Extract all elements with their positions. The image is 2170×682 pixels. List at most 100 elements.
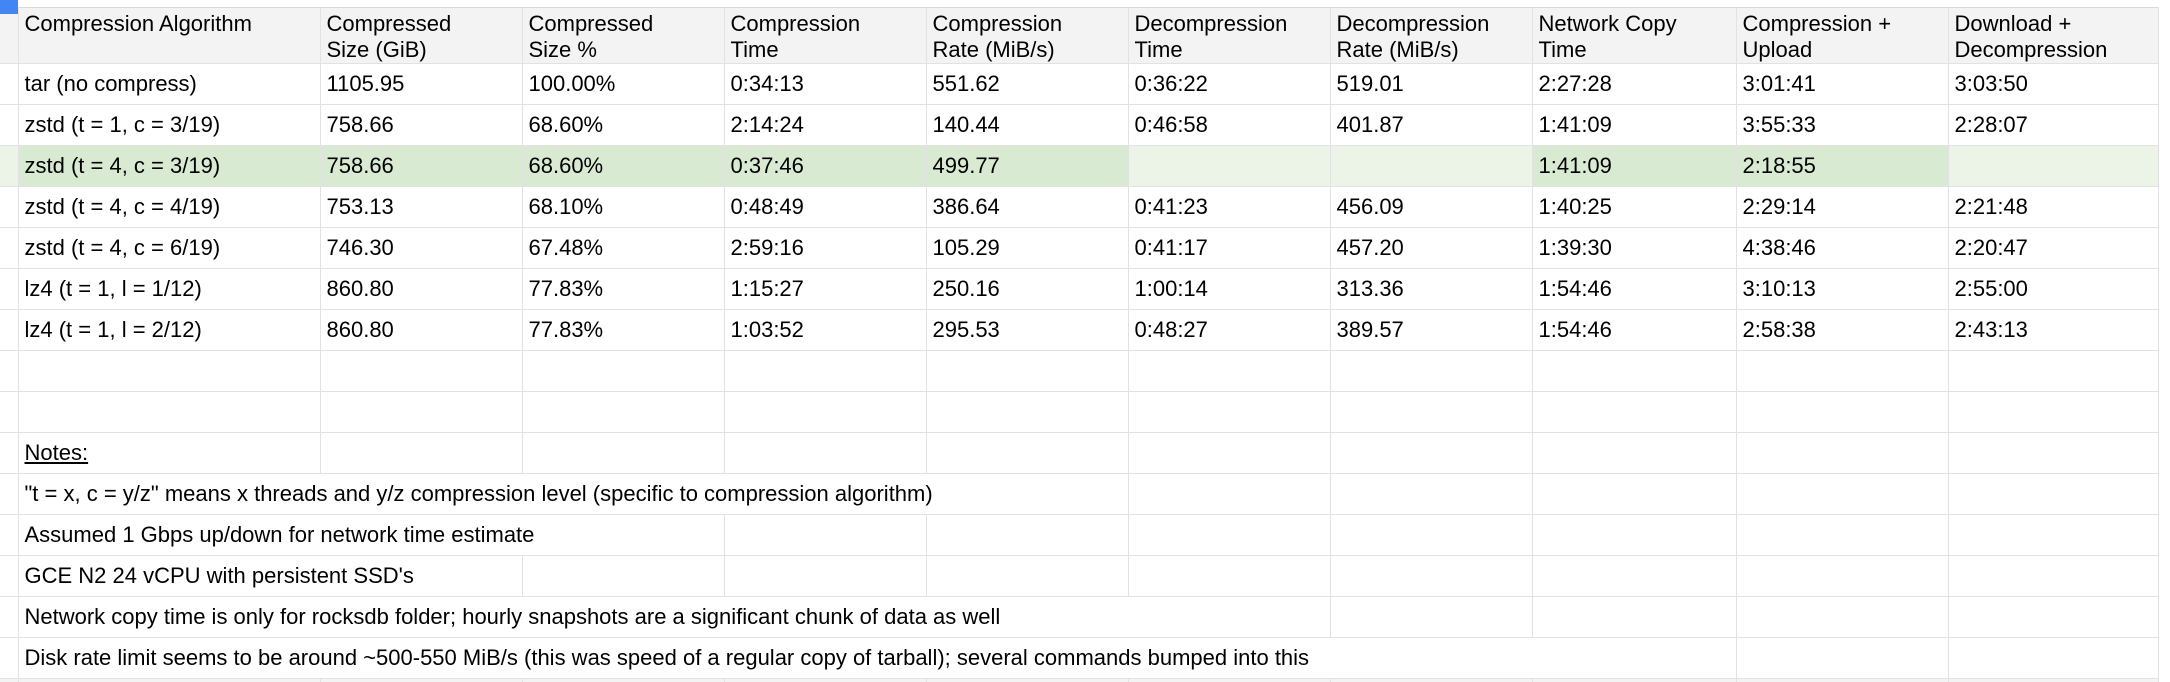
cell[interactable]: 2:58:38 — [1736, 309, 1949, 351]
cell[interactable] — [320, 391, 523, 433]
cell[interactable]: 746.30 — [320, 227, 523, 269]
cell[interactable] — [926, 678, 1129, 682]
cell[interactable] — [1128, 555, 1331, 597]
column-header[interactable]: Compression Algorithm — [18, 7, 321, 64]
cell[interactable]: 295.53 — [926, 309, 1129, 351]
cell[interactable]: 2:43:13 — [1948, 309, 2159, 351]
cell[interactable]: 0:48:27 — [1128, 309, 1331, 351]
cell[interactable]: 2:18:55 — [1736, 145, 1949, 187]
cell[interactable]: 77.83% — [522, 309, 725, 351]
cell[interactable]: 389.57 — [1330, 309, 1533, 351]
cell[interactable] — [1948, 473, 2159, 515]
gutter-cell[interactable] — [0, 555, 19, 597]
cell[interactable]: 758.66 — [320, 104, 523, 146]
cell[interactable] — [1532, 391, 1737, 433]
cell[interactable]: 68.60% — [522, 104, 725, 146]
column-header[interactable]: Compression Time — [724, 7, 927, 64]
cell[interactable] — [724, 678, 927, 682]
gutter-cell[interactable] — [0, 309, 19, 351]
cell[interactable] — [522, 555, 725, 597]
column-header[interactable]: Decompression Time — [1128, 7, 1331, 64]
cell[interactable] — [1532, 555, 1737, 597]
selection-corner[interactable] — [0, 0, 18, 14]
cell[interactable]: zstd (t = 4, c = 6/19) — [18, 227, 321, 269]
cell[interactable] — [1948, 145, 2159, 187]
cell[interactable]: 519.01 — [1330, 63, 1533, 105]
cell[interactable] — [522, 350, 725, 392]
note-cell[interactable]: Disk rate limit seems to be around ~500-… — [18, 637, 1737, 679]
note-cell[interactable]: Assumed 1 Gbps up/down for network time … — [18, 514, 725, 556]
cell[interactable]: 0:37:46 — [724, 145, 927, 187]
gutter-cell[interactable] — [0, 268, 19, 310]
cell[interactable]: 100.00% — [522, 63, 725, 105]
cell[interactable]: 1:40:25 — [1532, 186, 1737, 228]
cell[interactable]: lz4 (t = 1, l = 1/12) — [18, 268, 321, 310]
cell[interactable] — [1128, 678, 1331, 682]
cell[interactable]: 386.64 — [926, 186, 1129, 228]
note-cell[interactable]: GCE N2 24 vCPU with persistent SSD's — [18, 555, 523, 597]
gutter-cell[interactable] — [0, 678, 19, 682]
cell[interactable] — [1532, 350, 1737, 392]
cell[interactable]: 499.77 — [926, 145, 1129, 187]
cell[interactable] — [926, 391, 1129, 433]
cell[interactable] — [320, 678, 523, 682]
cell[interactable]: 860.80 — [320, 268, 523, 310]
gutter-cell[interactable] — [0, 63, 19, 105]
cell[interactable] — [1948, 391, 2159, 433]
cell[interactable] — [724, 391, 927, 433]
cell[interactable]: 250.16 — [926, 268, 1129, 310]
column-header[interactable]: Compression + Upload — [1736, 7, 1949, 64]
cell[interactable] — [1330, 555, 1533, 597]
cell[interactable]: lz4 (t = 1, l = 2/12) — [18, 309, 321, 351]
cell[interactable] — [926, 432, 1129, 474]
cell[interactable] — [1128, 350, 1331, 392]
cell[interactable]: 4:38:46 — [1736, 227, 1949, 269]
cell[interactable] — [1736, 391, 1949, 433]
note-cell[interactable]: "t = x, c = y/z" means x threads and y/z… — [18, 473, 1129, 515]
cell[interactable] — [522, 678, 725, 682]
cell[interactable] — [1330, 596, 1533, 638]
cell[interactable]: 1:15:27 — [724, 268, 927, 310]
cell[interactable]: 1:03:52 — [724, 309, 927, 351]
cell[interactable] — [1948, 678, 2159, 682]
gutter-cell[interactable] — [0, 473, 19, 515]
cell[interactable] — [724, 514, 927, 556]
gutter-cell[interactable] — [0, 104, 19, 146]
cell[interactable] — [1330, 514, 1533, 556]
cell[interactable]: 0:41:17 — [1128, 227, 1331, 269]
column-header[interactable]: Compression Rate (MiB/s) — [926, 7, 1129, 64]
cell[interactable] — [926, 350, 1129, 392]
cell[interactable] — [926, 555, 1129, 597]
cell[interactable]: 0:36:22 — [1128, 63, 1331, 105]
cell[interactable]: 2:14:24 — [724, 104, 927, 146]
notes-title-cell[interactable]: Notes: — [18, 432, 321, 474]
cell[interactable] — [1532, 596, 1737, 638]
cell[interactable]: 2:27:28 — [1532, 63, 1737, 105]
cell[interactable]: 1:41:09 — [1532, 145, 1737, 187]
cell[interactable]: 68.10% — [522, 186, 725, 228]
gutter-cell[interactable] — [0, 350, 19, 392]
cell[interactable] — [1948, 596, 2159, 638]
cell[interactable] — [1948, 350, 2159, 392]
column-header[interactable]: Network Copy Time — [1532, 7, 1737, 64]
cell[interactable] — [1948, 514, 2159, 556]
cell[interactable]: 77.83% — [522, 268, 725, 310]
cell[interactable]: 401.87 — [1330, 104, 1533, 146]
cell[interactable]: 2:20:47 — [1948, 227, 2159, 269]
cell[interactable] — [1736, 473, 1949, 515]
cell[interactable]: zstd (t = 4, c = 3/19) — [18, 145, 321, 187]
cell[interactable] — [1736, 555, 1949, 597]
cell[interactable]: 68.60% — [522, 145, 725, 187]
cell[interactable]: 457.20 — [1330, 227, 1533, 269]
cell[interactable] — [18, 350, 321, 392]
cell[interactable]: 2:21:48 — [1948, 186, 2159, 228]
cell[interactable] — [1532, 678, 1737, 682]
cell[interactable]: 1:00:14 — [1128, 268, 1331, 310]
cell[interactable]: 1:54:46 — [1532, 268, 1737, 310]
cell[interactable] — [1736, 514, 1949, 556]
cell[interactable] — [1128, 432, 1331, 474]
gutter-cell[interactable] — [0, 145, 19, 187]
cell[interactable] — [522, 432, 725, 474]
cell[interactable]: 456.09 — [1330, 186, 1533, 228]
cell[interactable] — [1128, 391, 1331, 433]
